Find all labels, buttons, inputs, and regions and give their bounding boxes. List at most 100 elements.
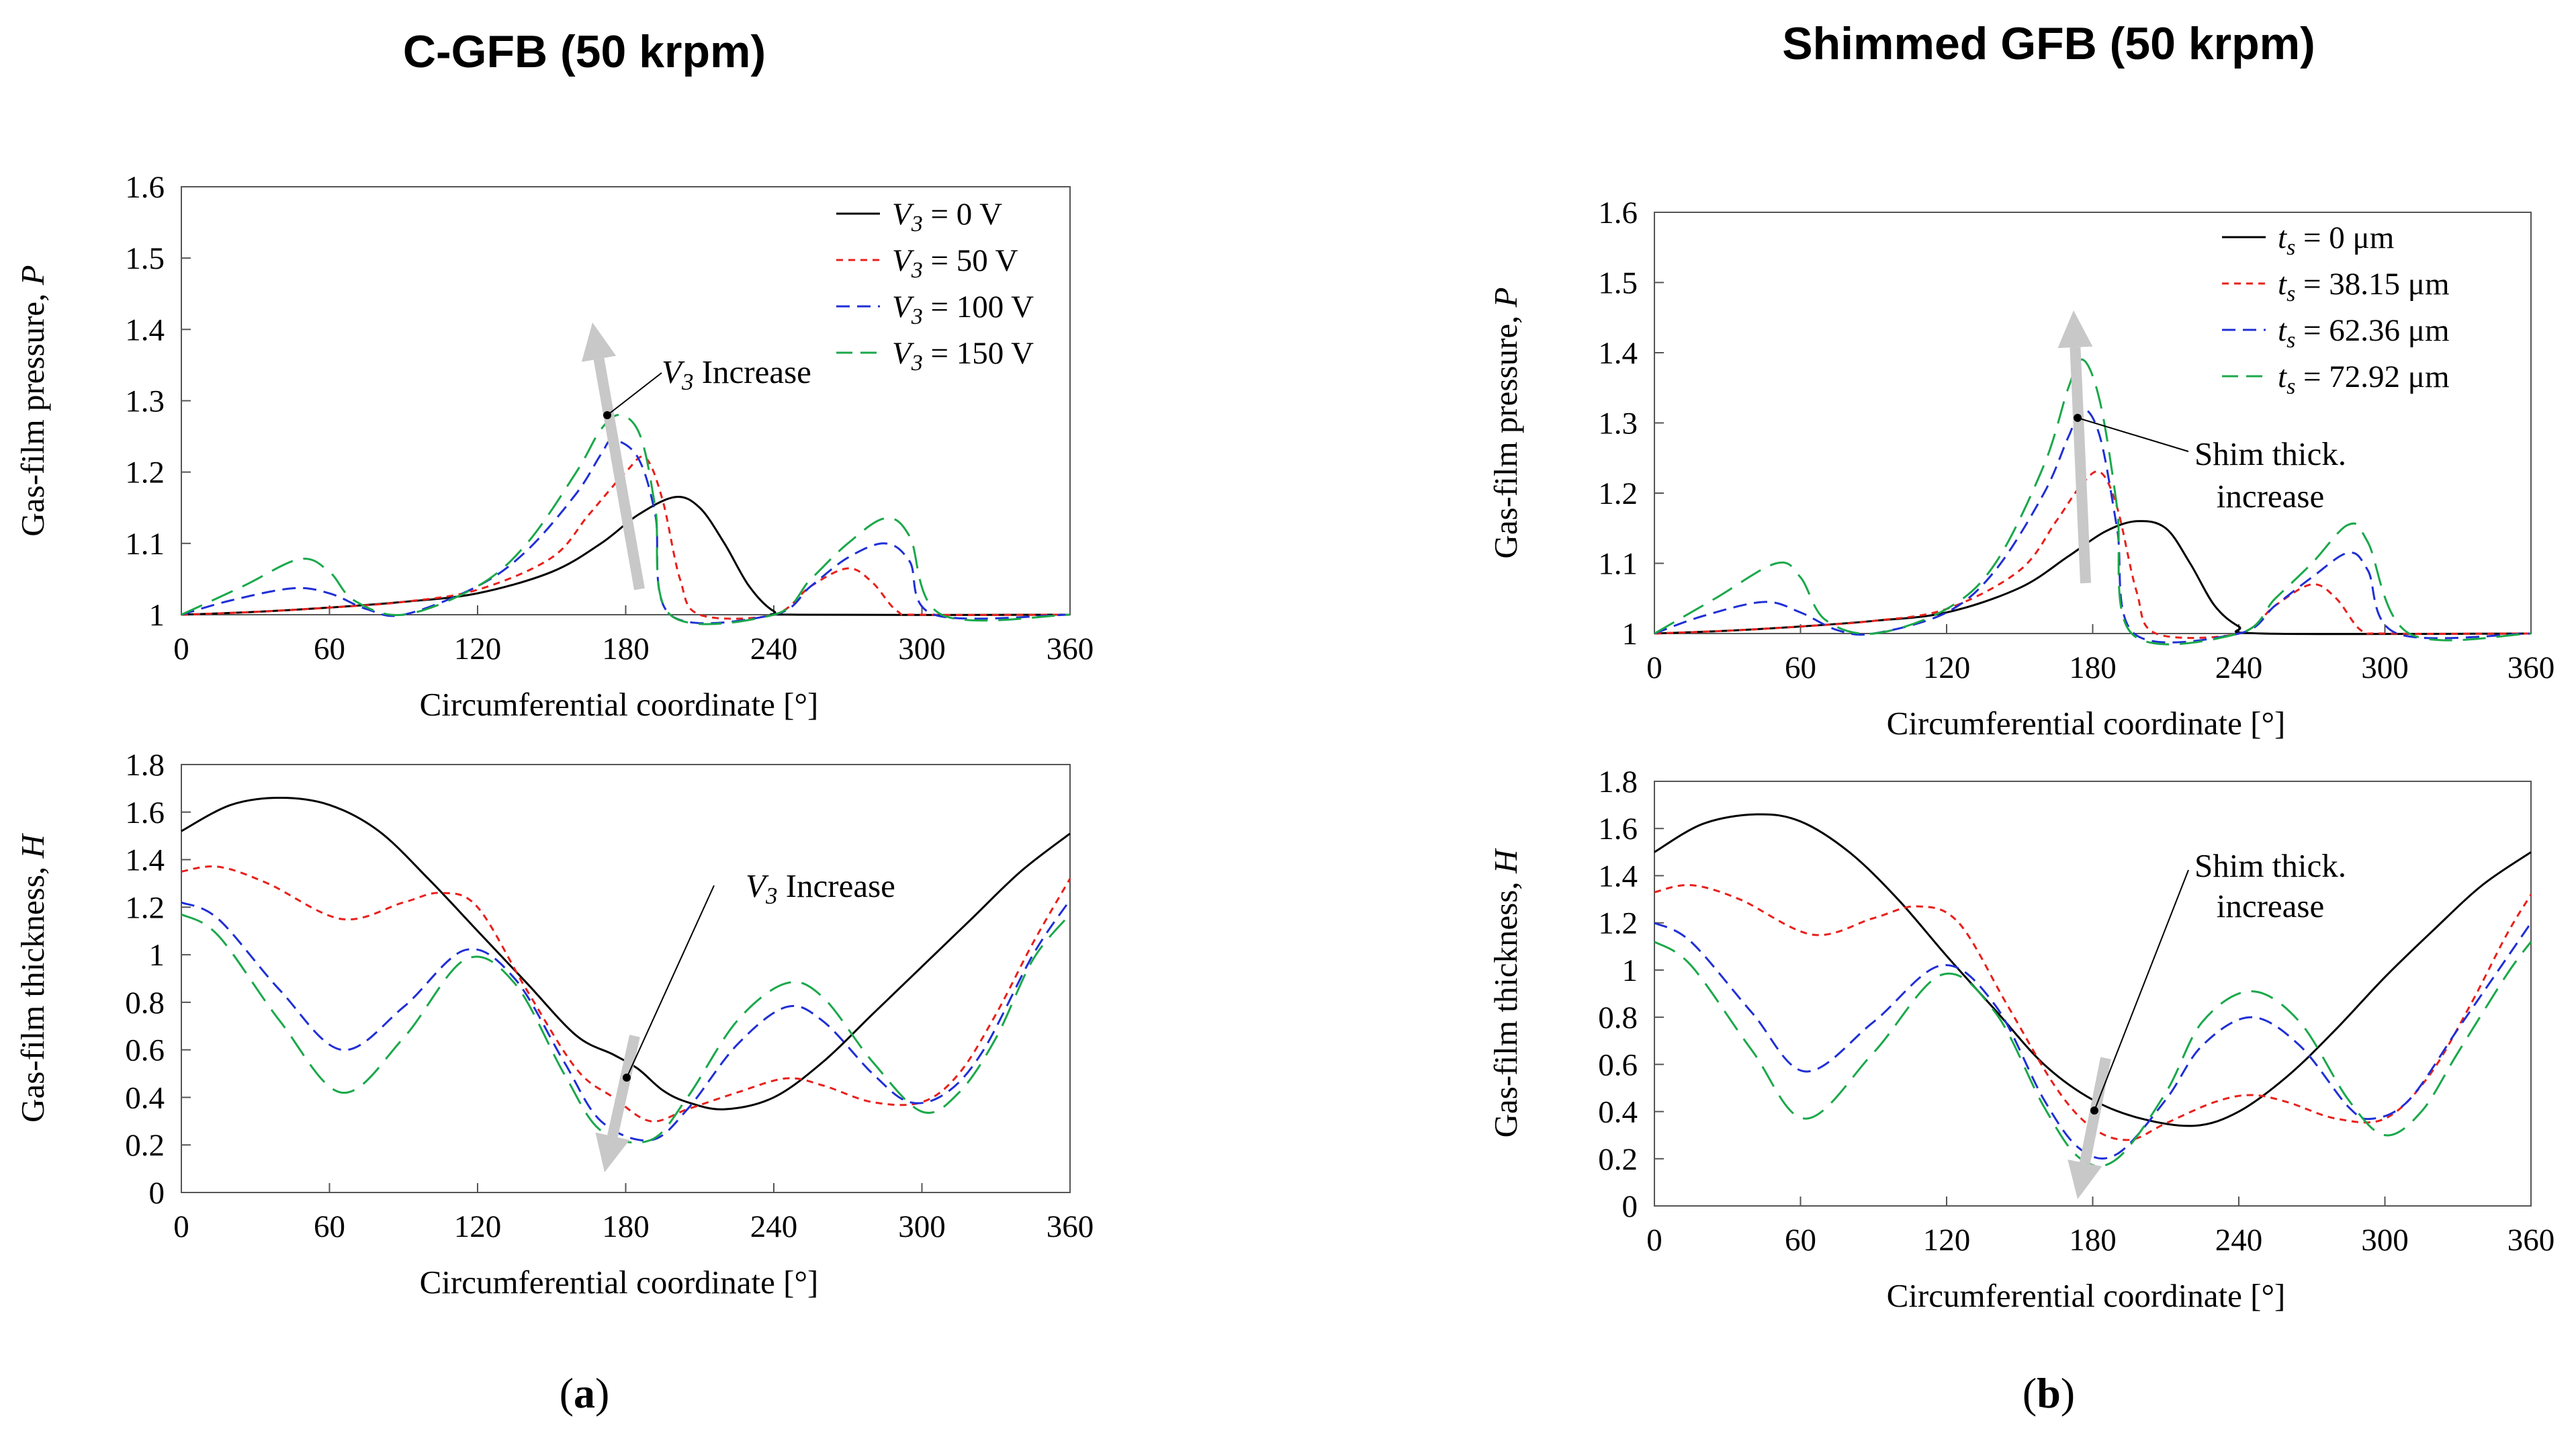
x-axis-label: Circumferential coordinate [°]: [420, 686, 819, 723]
annotation-text: Shim thick.: [2194, 847, 2346, 884]
annotation-leader: [626, 885, 715, 1078]
y-tick-label: 1.4: [1598, 859, 1638, 894]
x-tick-label: 300: [2361, 1223, 2409, 1258]
annotation-symbol: V: [662, 353, 685, 390]
y-tick-label: 1.5: [1598, 266, 1638, 301]
y-tick-label: 0.6: [125, 1033, 165, 1068]
x-tick-label: 120: [454, 1209, 502, 1244]
annotation-arrow-head: [595, 1132, 630, 1172]
y-tick-label: 1.6: [1598, 812, 1638, 846]
y-tick-label: 0.8: [125, 986, 165, 1021]
legend-entry-1: V3 = 0 V: [892, 197, 1002, 236]
legend-symbol: V: [892, 336, 915, 371]
y-tick-label: 1: [1622, 953, 1638, 988]
legend-symbol: V: [892, 290, 915, 324]
series-line-4: [1654, 941, 2532, 1168]
x-axis-label: Circumferential coordinate [°]: [1887, 1277, 2286, 1314]
y-tick-label: 1.4: [1598, 336, 1638, 371]
annotation-arrow-shaft: [607, 1035, 640, 1138]
series-line-2: [1654, 470, 2532, 640]
panel-a: C-GFB (50 krpm) 0 60 120 180 240 300 360 1 1.1 1.…: [14, 26, 1094, 1417]
legend-entry-1: ts = 0 μm: [2278, 220, 2394, 260]
annotation-text: V3 Increase: [662, 353, 811, 395]
x-tick-label: 180: [2069, 650, 2117, 685]
y-axis-label-text: Gas-film thickness,: [14, 859, 51, 1123]
x-tick-label: 180: [2069, 1223, 2117, 1258]
y-tick-label: 1.2: [125, 890, 165, 925]
thickness-chart-a: 0 60 120 180 240 300 360 0 0.2 0.4 0.6 0.8 1 1.2 1.4 1.…: [14, 748, 1094, 1301]
legend-entry-3: V3 = 100 V: [892, 290, 1034, 329]
x-tick-label: 180: [602, 632, 650, 666]
legend-subscript: s: [2286, 374, 2295, 399]
plot-frame: [181, 764, 1071, 1193]
series-line-4: [1654, 358, 2532, 646]
series-line-1: [1654, 813, 2532, 1127]
x-tick-label: 300: [2361, 650, 2409, 685]
annotation-subscript: 3: [765, 883, 778, 909]
y-tick-label: 1.2: [1598, 476, 1638, 511]
annotation-dot: [603, 411, 611, 419]
series-line-1: [181, 797, 1071, 1111]
x-tick-label: 300: [898, 1209, 946, 1244]
y-tick-label: 1.1: [125, 527, 165, 562]
x-tick-label: 0: [173, 632, 189, 666]
legend-value: = 0 V: [923, 197, 1002, 232]
y-axis-label: Gas-film thickness, H: [1487, 848, 1524, 1137]
legend-symbol: t: [2278, 313, 2287, 348]
annotation-text: increase: [2217, 887, 2325, 924]
annotation-text: Shim thick.: [2194, 435, 2346, 472]
x-axis-label: Circumferential coordinate [°]: [420, 1264, 819, 1301]
y-tick-label: 0.2: [125, 1128, 165, 1163]
y-axis-label-symbol: P: [14, 265, 51, 286]
series-line-2: [1654, 883, 2532, 1141]
x-tick-label: 240: [2215, 650, 2263, 685]
y-tick-label: 1.3: [1598, 406, 1638, 441]
annotation-label: Increase: [777, 867, 895, 904]
legend-value: = 62.36 μm: [2295, 313, 2449, 348]
legend-value: = 72.92 μm: [2295, 359, 2449, 394]
y-tick-label: 1.6: [125, 795, 165, 830]
x-tick-label: 360: [1047, 1209, 1094, 1244]
annotation-dot: [2074, 414, 2082, 422]
series-line-2: [181, 455, 1071, 620]
y-tick-label: 1.6: [1598, 196, 1638, 230]
legend-subscript: 3: [911, 212, 923, 236]
annotation-arrow-shaft: [593, 357, 645, 591]
y-axis-label: Gas-film thickness, H: [14, 833, 51, 1123]
legend-entry-2: ts = 38.15 μm: [2278, 267, 2450, 306]
annotation-dot: [623, 1074, 631, 1082]
x-tick-label: 60: [314, 1209, 345, 1244]
y-axis-label-text: Gas-film pressure,: [14, 285, 51, 536]
y-tick-label: 1: [149, 938, 165, 973]
annotation-arrow-head: [2068, 1159, 2102, 1199]
y-tick-label: 1.2: [125, 455, 165, 490]
legend-symbol: t: [2278, 220, 2287, 255]
legend-entry-4: V3 = 150 V: [892, 336, 1034, 376]
x-tick-label: 180: [602, 1209, 650, 1244]
x-tick-label: 240: [750, 1209, 798, 1244]
annotation-leader: [2094, 869, 2189, 1111]
pressure-chart-a: 0 60 120 180 240 300 360 1 1.1 1.2 1.3 1.4 1.5 1.6 Cir…: [14, 170, 1094, 723]
series-line-3: [1654, 408, 2532, 644]
annotation-leader: [607, 372, 662, 416]
legend-entry-2: V3 = 50 V: [892, 243, 1018, 283]
legend-symbol: t: [2278, 267, 2287, 302]
x-tick-label: 120: [1923, 1223, 1971, 1258]
annotation-leader: [2077, 417, 2189, 452]
y-axis-label-text: Gas-film thickness,: [1487, 873, 1524, 1137]
legend-subscript: 3: [911, 351, 923, 376]
legend-subscript: 3: [911, 304, 923, 329]
annotation-text: V3 Increase: [746, 867, 895, 909]
y-tick-label: 0: [1622, 1189, 1638, 1224]
series-line-3: [181, 899, 1071, 1142]
y-tick-label: 0.4: [125, 1080, 165, 1115]
legend-value: = 50 V: [923, 243, 1018, 278]
y-tick-label: 1: [149, 598, 165, 633]
y-tick-label: 0.4: [1598, 1095, 1638, 1130]
panel-a-caption-letter: a: [574, 1369, 595, 1417]
panel-b-caption-letter: b: [2037, 1369, 2061, 1417]
y-tick-label: 0.6: [1598, 1047, 1638, 1082]
legend-value: = 38.15 μm: [2295, 267, 2449, 302]
panel-a-title: C-GFB (50 krpm): [403, 26, 766, 77]
